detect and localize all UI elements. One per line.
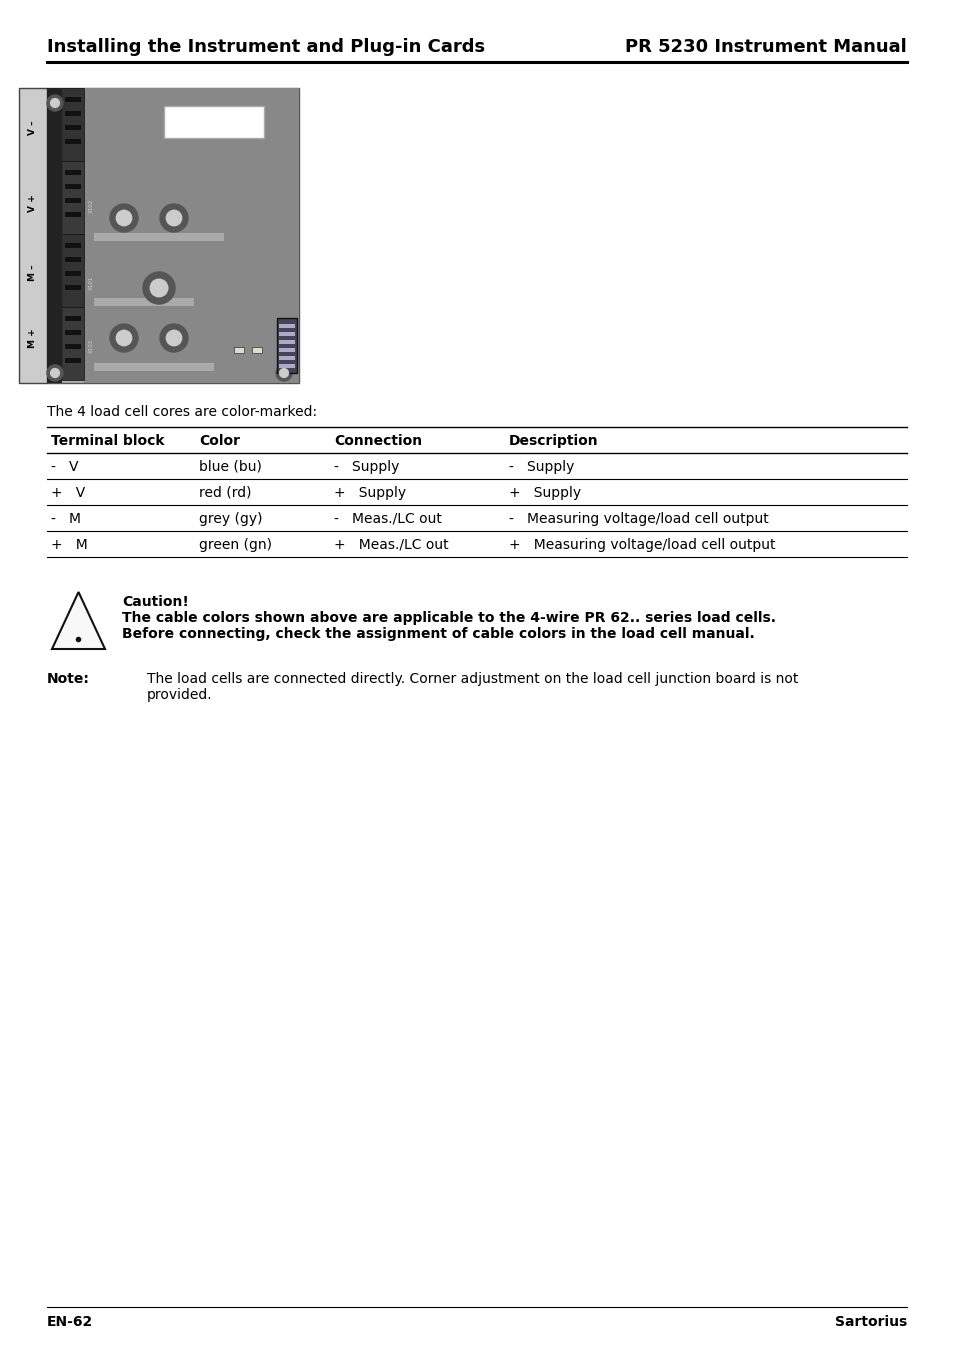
Text: -   Supply: - Supply bbox=[334, 460, 399, 474]
Bar bbox=[233, 347, 244, 352]
Circle shape bbox=[51, 99, 59, 108]
Bar bbox=[94, 298, 193, 306]
Bar bbox=[65, 316, 81, 321]
Text: Terminal block: Terminal block bbox=[51, 433, 164, 448]
Bar bbox=[164, 107, 264, 138]
Text: V +: V + bbox=[29, 194, 37, 212]
Bar bbox=[65, 184, 81, 189]
Bar bbox=[65, 358, 81, 363]
Bar bbox=[65, 256, 81, 262]
Bar bbox=[278, 348, 294, 352]
Circle shape bbox=[110, 324, 138, 352]
Bar bbox=[65, 212, 81, 217]
Bar bbox=[65, 170, 81, 176]
Circle shape bbox=[150, 279, 168, 297]
Text: M –: M – bbox=[29, 265, 37, 281]
Text: Note:: Note: bbox=[47, 672, 90, 686]
Text: Installing the Instrument and Plug-in Cards: Installing the Instrument and Plug-in Ca… bbox=[47, 38, 485, 55]
Circle shape bbox=[166, 331, 181, 346]
Text: The load cells are connected directly. Corner adjustment on the load cell juncti: The load cells are connected directly. C… bbox=[147, 672, 798, 686]
Bar bbox=[278, 324, 294, 328]
Text: +   Meas./LC out: + Meas./LC out bbox=[334, 539, 448, 552]
Text: X102: X102 bbox=[89, 198, 94, 213]
Circle shape bbox=[110, 204, 138, 232]
Text: grey (gy): grey (gy) bbox=[199, 512, 262, 526]
Circle shape bbox=[160, 204, 188, 232]
Text: -   Supply: - Supply bbox=[509, 460, 574, 474]
Text: red (rd): red (rd) bbox=[199, 486, 252, 500]
Bar bbox=[65, 126, 81, 130]
Text: The cable colors shown above are applicable to the 4-wire PR 62.. series load ce: The cable colors shown above are applica… bbox=[122, 612, 775, 625]
Text: X103: X103 bbox=[89, 339, 94, 354]
Bar bbox=[84, 88, 298, 383]
Text: Before connecting, check the assignment of cable colors in the load cell manual.: Before connecting, check the assignment … bbox=[122, 626, 754, 641]
Bar bbox=[47, 88, 298, 383]
Text: M +: M + bbox=[29, 328, 37, 348]
Text: Caution!: Caution! bbox=[122, 595, 189, 609]
Circle shape bbox=[143, 271, 174, 304]
Text: +   V: + V bbox=[51, 486, 85, 500]
Bar bbox=[65, 111, 81, 116]
Bar bbox=[62, 88, 84, 161]
Text: !: ! bbox=[72, 608, 84, 630]
Text: provided.: provided. bbox=[147, 688, 213, 702]
Bar bbox=[65, 243, 81, 248]
Bar bbox=[278, 340, 294, 344]
Bar bbox=[65, 344, 81, 350]
Text: +   Supply: + Supply bbox=[334, 486, 406, 500]
Circle shape bbox=[47, 364, 63, 381]
Bar bbox=[278, 332, 294, 336]
Circle shape bbox=[275, 364, 292, 381]
Circle shape bbox=[160, 324, 188, 352]
Text: EN-62: EN-62 bbox=[47, 1315, 93, 1328]
Bar bbox=[65, 285, 81, 290]
Text: Color: Color bbox=[199, 433, 240, 448]
Text: -   M: - M bbox=[51, 512, 81, 526]
Circle shape bbox=[166, 211, 181, 225]
Bar bbox=[65, 97, 81, 103]
Text: The 4 load cell cores are color-marked:: The 4 load cell cores are color-marked: bbox=[47, 405, 316, 418]
Bar bbox=[62, 306, 84, 379]
Circle shape bbox=[279, 369, 288, 378]
Text: +   Measuring voltage/load cell output: + Measuring voltage/load cell output bbox=[509, 539, 775, 552]
Circle shape bbox=[47, 95, 63, 111]
Bar bbox=[94, 363, 213, 371]
Bar bbox=[62, 161, 84, 234]
Bar bbox=[65, 271, 81, 275]
Bar bbox=[65, 329, 81, 335]
Bar bbox=[47, 88, 62, 383]
Text: V –: V – bbox=[29, 120, 37, 135]
Circle shape bbox=[116, 211, 132, 225]
Text: -   V: - V bbox=[51, 460, 78, 474]
Text: +   Supply: + Supply bbox=[509, 486, 580, 500]
Text: green (gn): green (gn) bbox=[199, 539, 272, 552]
Text: Sartorius: Sartorius bbox=[834, 1315, 906, 1328]
Bar bbox=[65, 139, 81, 144]
Polygon shape bbox=[52, 593, 105, 649]
Text: X101: X101 bbox=[89, 275, 94, 290]
Text: Connection: Connection bbox=[334, 433, 421, 448]
Circle shape bbox=[51, 369, 59, 378]
Text: PR 5230 Instrument Manual: PR 5230 Instrument Manual bbox=[624, 38, 906, 55]
Bar bbox=[278, 356, 294, 360]
Bar bbox=[252, 347, 262, 352]
Bar bbox=[278, 364, 294, 369]
Text: -   Measuring voltage/load cell output: - Measuring voltage/load cell output bbox=[509, 512, 768, 526]
Text: Description: Description bbox=[509, 433, 598, 448]
Bar bbox=[19, 88, 47, 383]
Circle shape bbox=[116, 331, 132, 346]
Text: -   Meas./LC out: - Meas./LC out bbox=[334, 512, 441, 526]
Bar bbox=[65, 198, 81, 202]
Bar bbox=[62, 234, 84, 306]
Text: +   M: + M bbox=[51, 539, 88, 552]
Bar bbox=[94, 234, 224, 242]
Text: blue (bu): blue (bu) bbox=[199, 460, 262, 474]
Bar bbox=[276, 319, 296, 373]
